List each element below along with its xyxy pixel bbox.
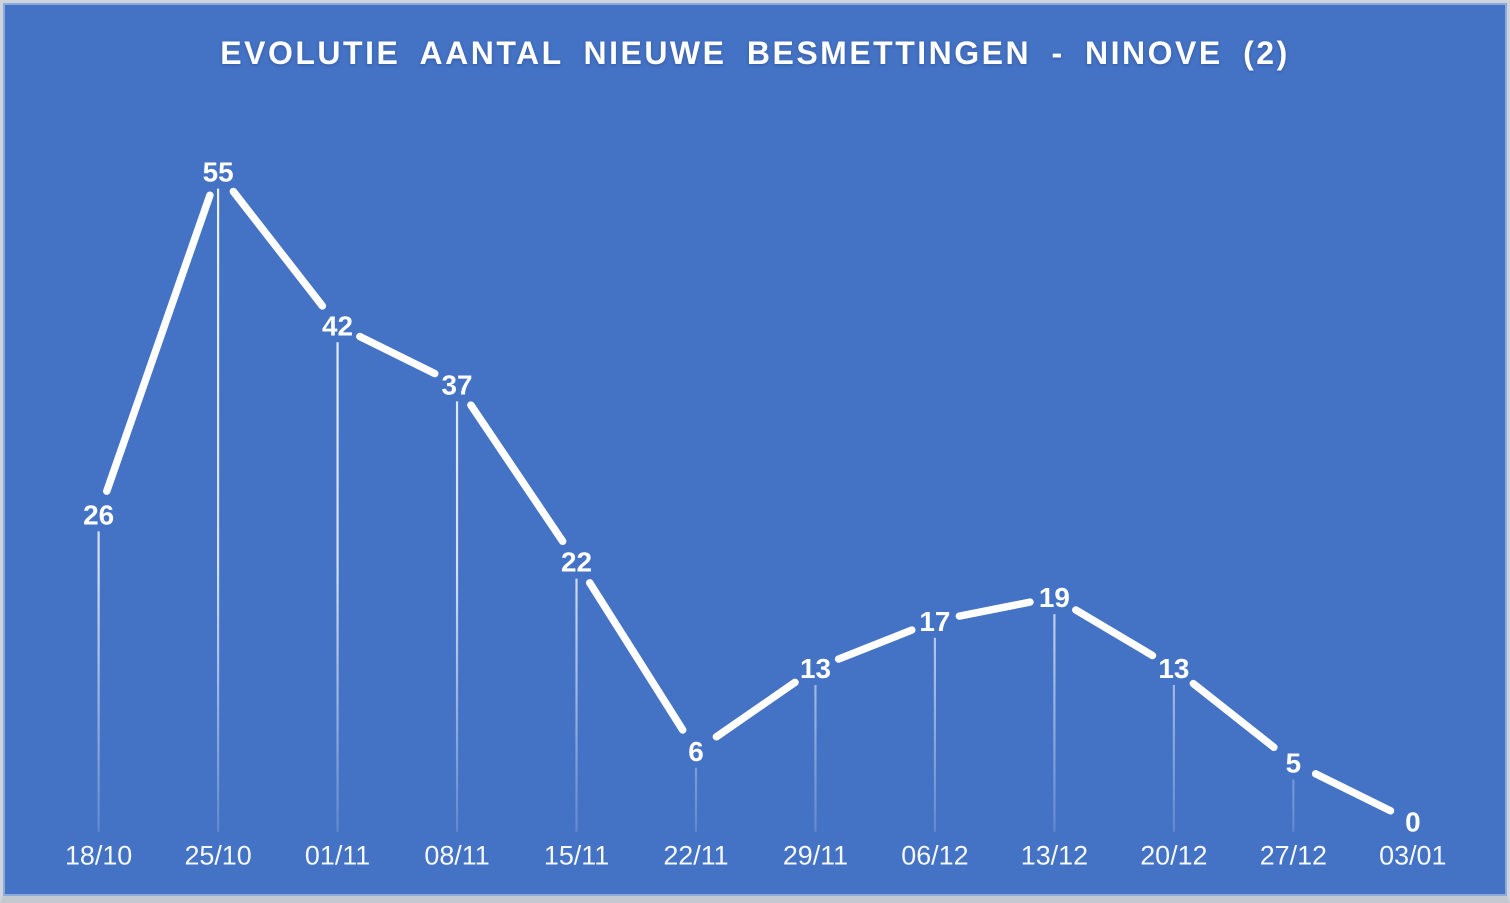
line-segment	[467, 401, 567, 546]
x-axis-label: 29/11	[783, 840, 848, 870]
x-axis-label: 15/11	[544, 840, 609, 870]
data-label: 13	[1158, 653, 1189, 684]
x-axis-label: 22/11	[663, 840, 728, 870]
line-segment	[103, 191, 214, 495]
data-label: 13	[800, 653, 831, 684]
line-segment	[356, 332, 439, 378]
data-label: 37	[442, 370, 473, 401]
data-label: 42	[322, 310, 353, 341]
data-label: 22	[561, 547, 592, 578]
x-axis-label: 13/12	[1021, 840, 1088, 870]
line-segment	[1072, 606, 1157, 660]
line-chart: 26 55 42 37 22 6 13 17 19 13 5 0 18/10 25/10 01/11 08/…	[65, 157, 1446, 870]
line-segment	[1189, 679, 1278, 752]
data-label: 6	[688, 736, 704, 767]
x-axis-label: 18/10	[65, 840, 132, 870]
x-axis-label: 27/12	[1260, 840, 1327, 870]
x-axis-label: 20/12	[1140, 840, 1207, 870]
x-axis-label: 03/01	[1379, 840, 1446, 870]
data-label: 0	[1405, 807, 1421, 838]
drop-lines-group	[97, 188, 1295, 832]
chart-title: EVOLUTIE AANTAL NIEUWE BESMETTINGEN - NI…	[220, 35, 1290, 71]
data-label: 5	[1286, 748, 1302, 779]
data-labels-group: 26 55 42 37 22 6 13 17 19 13 5 0	[83, 157, 1420, 838]
data-label: 55	[203, 157, 234, 188]
x-axis-labels-group: 18/10 25/10 01/11 08/11 15/11 22/11 29/11 06/12…	[65, 840, 1446, 870]
x-axis-label: 25/10	[184, 840, 251, 870]
x-axis-label: 08/11	[424, 840, 489, 870]
data-label: 19	[1039, 582, 1070, 613]
data-label: 17	[919, 606, 950, 637]
line-segment	[1311, 770, 1395, 815]
line-segment	[834, 626, 916, 663]
line-segments-group	[103, 187, 1395, 815]
line-segment	[712, 678, 799, 741]
x-axis-label: 06/12	[901, 840, 968, 870]
data-label: 26	[83, 500, 114, 531]
line-segment	[586, 579, 687, 734]
line-segment	[955, 598, 1034, 620]
x-axis-label: 01/11	[305, 840, 370, 870]
line-segment	[229, 187, 327, 310]
